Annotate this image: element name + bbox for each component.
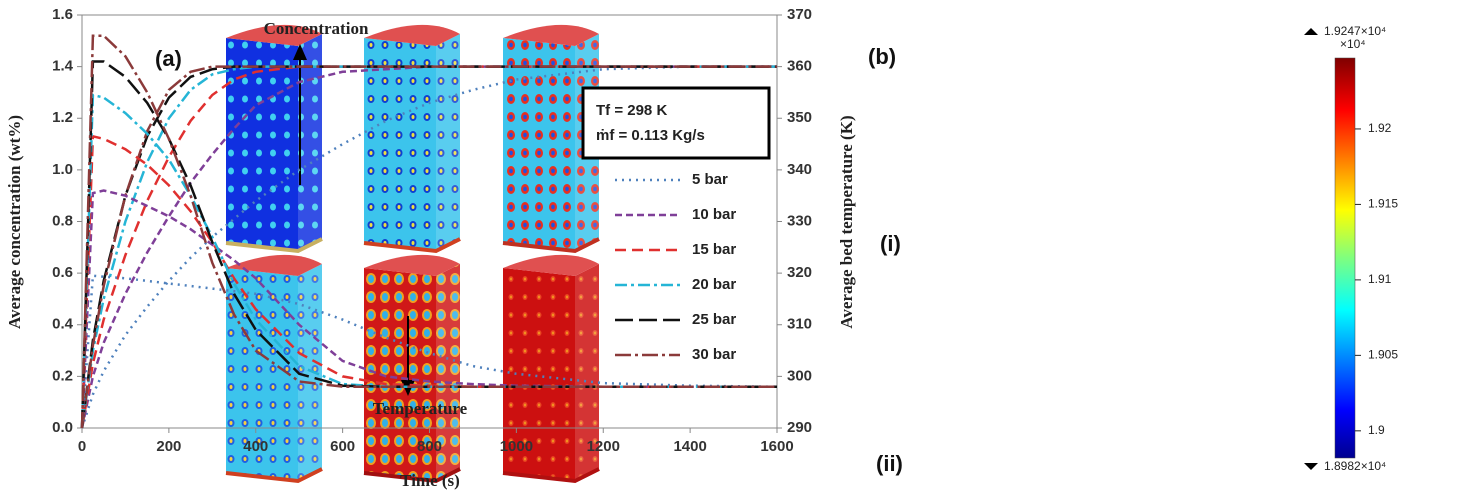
y-tick-label: 0.0	[52, 419, 73, 436]
y-tick-label: 0.8	[52, 212, 73, 229]
legend-label: 15 bar	[692, 241, 736, 258]
row-label: (i)	[880, 231, 901, 256]
panel-label: (a)	[155, 46, 182, 71]
figure: (a) (b) (i) (ii) Time (s) Average concen…	[0, 0, 1471, 495]
y2-tick-label: 330	[787, 212, 812, 229]
y-tick-label: 0.2	[52, 367, 73, 384]
y-tick-label: 0.4	[52, 316, 74, 333]
y-tick-label: 1.0	[52, 161, 73, 178]
colorbar-tick-label: 1.92	[1368, 121, 1392, 135]
conditions-box	[583, 88, 769, 158]
legend-label: 5 bar	[692, 171, 728, 188]
y2-tick-label: 360	[787, 58, 812, 75]
row-label: (ii)	[876, 451, 903, 476]
y-tick-label: 1.6	[52, 6, 73, 23]
block-side	[298, 264, 322, 481]
y2-tick-label: 300	[787, 367, 812, 384]
x-tick-label: 800	[417, 438, 442, 455]
annotation: Concentration	[264, 19, 369, 38]
block-face	[503, 38, 575, 251]
annotation: Temperature	[373, 399, 468, 418]
panel-label: (b)	[868, 44, 896, 69]
x-tick-label: 400	[243, 438, 268, 455]
legend-label: 30 bar	[692, 346, 736, 363]
condition: Tf = 298 K	[596, 102, 667, 119]
x-tick-label: 600	[330, 438, 355, 455]
min-marker	[1304, 463, 1318, 470]
x-tick-label: 1000	[500, 438, 533, 455]
x-axis-label: Time (s)	[400, 471, 460, 490]
colorbar-tick-label: 1.9	[1368, 423, 1385, 437]
y2-tick-label: 320	[787, 264, 812, 281]
y-tick-label: 1.4	[52, 58, 74, 75]
y-axis-label: Average concentration (wt%)	[5, 115, 24, 329]
colorbar-tick-label: 1.905	[1368, 348, 1398, 362]
legend-label: 25 bar	[692, 311, 736, 328]
x-tick-label: 1400	[673, 438, 706, 455]
colorbar-multiplier: ×10⁴	[1340, 37, 1366, 51]
x-tick-label: 0	[78, 438, 86, 455]
y2-tick-label: 370	[787, 6, 812, 23]
x-tick-label: 1200	[587, 438, 620, 455]
colorbar	[1335, 58, 1355, 458]
y2-tick-label: 340	[787, 161, 812, 178]
y2-axis-label: Average bed temperature (K)	[837, 115, 856, 328]
y2-tick-label: 290	[787, 419, 812, 436]
legend-label: 20 bar	[692, 276, 736, 293]
legend-label: 10 bar	[692, 206, 736, 223]
y2-tick-label: 350	[787, 109, 812, 126]
colorbar-max: 1.9247×10⁴	[1324, 24, 1386, 38]
x-tick-label: 200	[156, 438, 181, 455]
colorbar-tick-label: 1.91	[1368, 272, 1392, 286]
colorbar-tick-label: 1.915	[1368, 197, 1398, 211]
y2-tick-label: 310	[787, 316, 812, 333]
colorbar-min: 1.8982×10⁴	[1324, 459, 1386, 473]
y-tick-label: 0.6	[52, 264, 73, 281]
x-tick-label: 1600	[760, 438, 793, 455]
y-tick-label: 1.2	[52, 109, 73, 126]
condition: ṁf = 0.113 Kg/s	[596, 127, 705, 144]
max-marker	[1304, 28, 1318, 35]
